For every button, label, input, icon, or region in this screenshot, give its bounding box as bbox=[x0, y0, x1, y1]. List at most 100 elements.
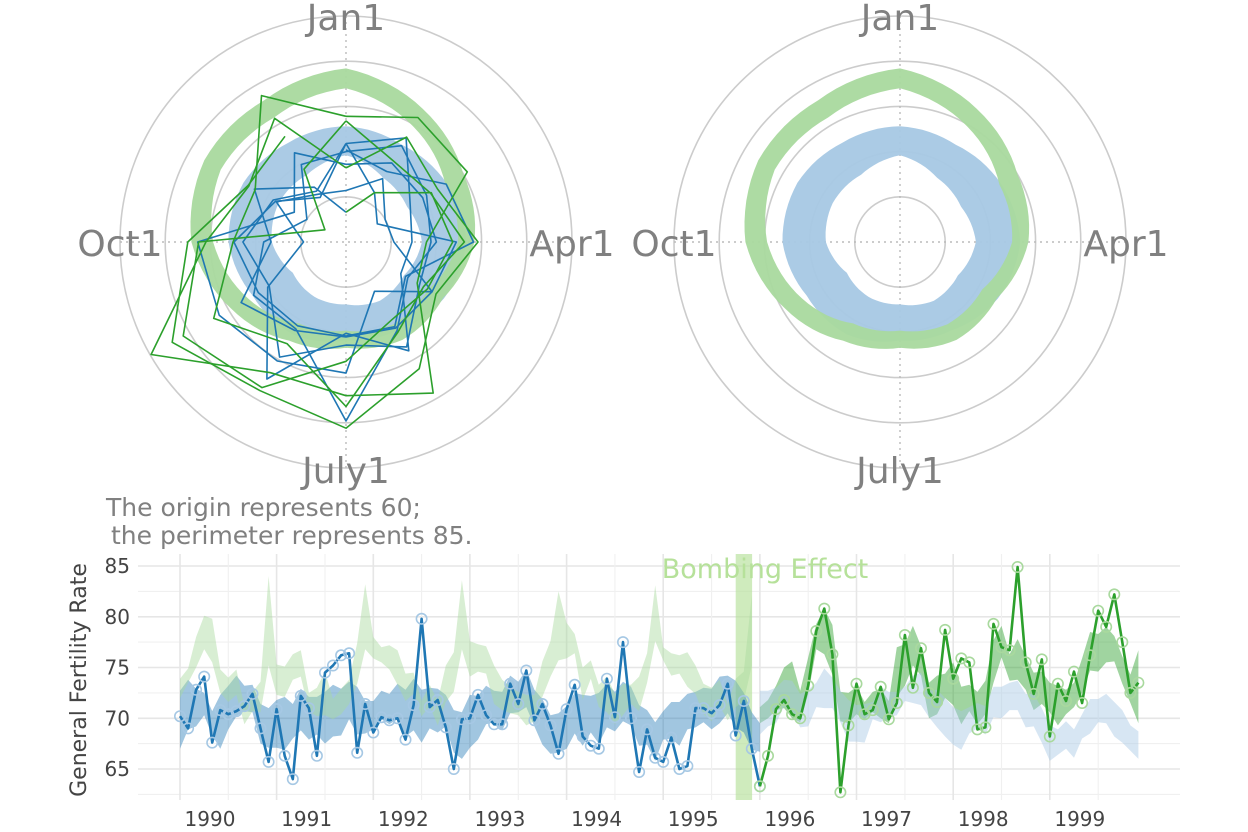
left-polar-year-1997-line bbox=[212, 94, 466, 408]
time-series-point-0-53 bbox=[600, 672, 613, 685]
time-series-point-0-67 bbox=[713, 699, 726, 712]
time-series-point-0-43 bbox=[520, 664, 533, 677]
time-series-point-0-37 bbox=[471, 688, 484, 701]
y-tick-label-85: 85 bbox=[105, 554, 130, 578]
right-polar-label-oct: Oct1 bbox=[631, 224, 716, 265]
x-tick-label-1992: 1992 bbox=[378, 807, 429, 831]
time-series-point-0-54 bbox=[608, 711, 621, 724]
left-polar-year-1992-line bbox=[252, 150, 438, 422]
time-series-point-0-17 bbox=[310, 749, 323, 762]
time-series-point-0-58 bbox=[641, 723, 654, 736]
time-series-point-1-42 bbox=[1092, 604, 1105, 617]
time-series-point-1-12 bbox=[850, 677, 863, 690]
time-series-point-1-29 bbox=[987, 617, 1000, 630]
time-series-point-0-21 bbox=[343, 647, 356, 660]
time-series-point-0-11 bbox=[262, 755, 275, 768]
time-series-point-0-16 bbox=[302, 702, 315, 715]
x-tick-label-1990: 1990 bbox=[185, 807, 236, 831]
time-series-point-1-17 bbox=[890, 696, 903, 709]
time-series-point-1-0 bbox=[753, 780, 766, 793]
left-polar-label-jan: Jan1 bbox=[305, 0, 385, 39]
time-series-point-1-39 bbox=[1068, 665, 1081, 678]
time-series-point-0-57 bbox=[633, 765, 646, 778]
left-polar-year-1998-line bbox=[150, 115, 469, 397]
time-series-point-0-62 bbox=[673, 762, 686, 775]
time-series-point-1-33 bbox=[1019, 656, 1032, 669]
x-tick-label-1995: 1995 bbox=[668, 807, 719, 831]
time-series-point-0-27 bbox=[391, 712, 404, 725]
x-tick-label-1996: 1996 bbox=[764, 807, 815, 831]
y-tick-label-65: 65 bbox=[105, 757, 130, 781]
time-series-point-1-7 bbox=[810, 624, 823, 637]
time-series-point-0-23 bbox=[359, 697, 372, 710]
time-series-point-0-14 bbox=[286, 773, 299, 786]
time-series-point-0-30 bbox=[415, 612, 428, 625]
time-series-point-1-9 bbox=[826, 648, 839, 661]
time-series-point-0-35 bbox=[455, 713, 468, 726]
bombing-effect-label: Bombing Effect bbox=[662, 554, 869, 585]
left-polar-chart: Jan1 Apr1 July1 Oct1 bbox=[77, 0, 614, 492]
time-series-point-0-28 bbox=[399, 733, 412, 746]
left-polar-label-oct: Oct1 bbox=[77, 224, 162, 265]
time-series-point-1-44 bbox=[1108, 588, 1121, 601]
time-series-point-1-10 bbox=[834, 786, 847, 799]
time-series-point-0-45 bbox=[536, 697, 549, 710]
x-axis-ticks: 1990 1991 1992 1993 1994 1995 1996 1997 1998 1999 bbox=[185, 807, 1106, 831]
time-series-point-0-36 bbox=[463, 712, 476, 725]
time-series-point-1-22 bbox=[931, 695, 944, 708]
time-series-point-1-11 bbox=[842, 719, 855, 732]
time-series-point-0-47 bbox=[552, 747, 565, 760]
time-series-point-0-9 bbox=[246, 687, 259, 700]
right-polar-label-jul: July1 bbox=[854, 451, 944, 492]
left-polar-year-1996-line bbox=[182, 120, 454, 389]
x-tick-label-1999: 1999 bbox=[1054, 807, 1105, 831]
time-series-point-1-2 bbox=[769, 703, 782, 716]
time-series-point-0-31 bbox=[423, 701, 436, 714]
y-axis-ticks: 65 70 75 80 85 bbox=[105, 554, 130, 781]
time-series-point-1-38 bbox=[1060, 694, 1073, 707]
time-series-point-0-19 bbox=[326, 659, 339, 672]
time-series-point-1-32 bbox=[1011, 560, 1024, 573]
time-series-point-1-41 bbox=[1084, 649, 1097, 662]
polar-scale-note-line-1: The origin represents 60; bbox=[105, 493, 421, 522]
x-tick-label-1998: 1998 bbox=[958, 807, 1009, 831]
time-series-point-0-66 bbox=[705, 707, 718, 720]
x-tick-label-1993: 1993 bbox=[474, 807, 525, 831]
time-series-points bbox=[174, 560, 1145, 799]
time-series-point-0-56 bbox=[624, 712, 637, 725]
time-series-point-0-42 bbox=[512, 697, 525, 710]
time-series-point-1-18 bbox=[898, 628, 911, 641]
right-polar-band-0 bbox=[782, 126, 1021, 342]
time-series-point-0-18 bbox=[318, 666, 331, 679]
time-series-point-0-63 bbox=[681, 759, 694, 772]
time-series-point-1-28 bbox=[979, 721, 992, 734]
x-tick-label-1994: 1994 bbox=[571, 807, 622, 831]
time-series-point-0-44 bbox=[528, 714, 541, 727]
time-series-point-0-52 bbox=[592, 742, 605, 755]
y-tick-label-70: 70 bbox=[105, 706, 130, 730]
time-series-point-1-15 bbox=[874, 680, 887, 693]
time-series-point-1-36 bbox=[1043, 730, 1056, 743]
time-series-point-0-49 bbox=[568, 678, 581, 691]
time-series-point-0-29 bbox=[407, 699, 420, 712]
left-polar-year-1993-line bbox=[242, 143, 432, 358]
left-polar-ring-65 bbox=[299, 196, 392, 289]
time-series-point-0-55 bbox=[616, 636, 629, 649]
time-series-point-0-40 bbox=[496, 718, 509, 731]
time-series-point-1-43 bbox=[1100, 620, 1113, 633]
time-series-point-1-3 bbox=[778, 693, 791, 706]
time-series-point-1-20 bbox=[914, 642, 927, 655]
time-series-point-1-1 bbox=[761, 749, 774, 762]
left-polar-year-1995-line bbox=[240, 177, 433, 338]
right-polar-chart: Jan1 Apr1 July1 Oct1 bbox=[631, 0, 1168, 492]
left-polar-ring-80 bbox=[164, 60, 528, 424]
time-series-point-1-45 bbox=[1116, 636, 1129, 649]
time-series-point-1-23 bbox=[939, 623, 952, 636]
y-tick-label-75: 75 bbox=[105, 656, 130, 680]
time-series-point-0-4 bbox=[206, 736, 219, 749]
time-series-point-1-37 bbox=[1051, 677, 1064, 690]
left-polar-yearly-lines bbox=[150, 94, 479, 429]
time-series-point-0-1 bbox=[182, 722, 195, 735]
